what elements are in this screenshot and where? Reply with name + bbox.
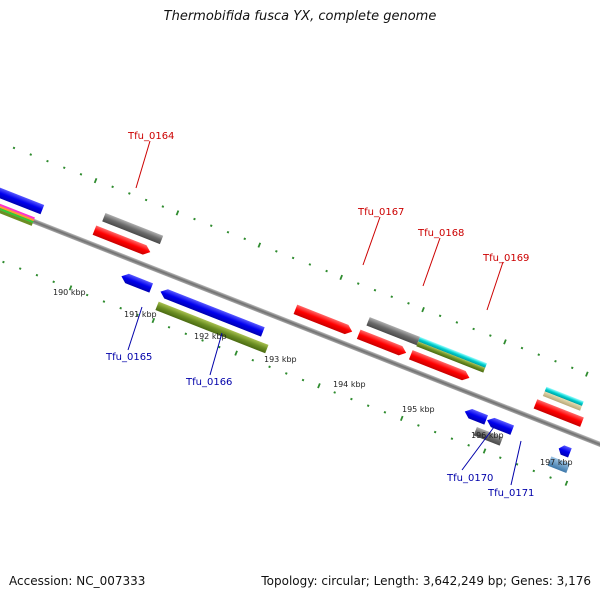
gene-edge-steel[interactable] bbox=[547, 456, 570, 473]
kbp-label-192: 192 kbp bbox=[194, 332, 227, 341]
gene-label-tfu-0166[interactable]: Tfu_0166 bbox=[185, 377, 232, 388]
gene-tfu-0167[interactable] bbox=[293, 304, 354, 337]
gene-tfu-0165[interactable] bbox=[120, 272, 154, 293]
gene-left-stripe-3 bbox=[0, 200, 34, 224]
kbp-label-193: 193 kbp bbox=[264, 355, 297, 364]
gene-label-tfu-0164[interactable]: Tfu_0164 bbox=[127, 131, 174, 142]
kbp-label-194: 194 kbp bbox=[333, 380, 366, 389]
gene-tfu-0171[interactable] bbox=[485, 416, 515, 435]
gene-label-tfu-0168[interactable]: Tfu_0168 bbox=[417, 228, 464, 239]
gene-label-tfu-0167[interactable]: Tfu_0167 bbox=[357, 207, 404, 218]
genome-backbone bbox=[0, 198, 600, 460]
genome-summary-text: Topology: circular; Length: 3,642,249 bp… bbox=[261, 574, 591, 588]
label-leaders bbox=[127, 140, 522, 486]
gene-tfu-0164-gray[interactable] bbox=[102, 213, 164, 245]
gene-label-tfu-0170[interactable]: Tfu_0170 bbox=[446, 473, 493, 484]
gene-label-tfu-0171[interactable]: Tfu_0171 bbox=[487, 488, 534, 499]
gene-tfu-0169[interactable] bbox=[408, 350, 471, 382]
inner-tick-ring bbox=[2, 260, 569, 486]
gene-tfu-0168[interactable] bbox=[356, 329, 408, 358]
kbp-label-197: 197 kbp bbox=[540, 458, 573, 467]
kbp-label-191: 191 kbp bbox=[124, 310, 157, 319]
gene-left-stripe-1 bbox=[0, 196, 35, 220]
gene-label-tfu-0169[interactable]: Tfu_0169 bbox=[482, 253, 529, 264]
gene-edge-red[interactable] bbox=[533, 399, 584, 427]
kbp-label-190: 190 kbp bbox=[53, 288, 86, 297]
outer-tick-ring bbox=[12, 146, 589, 377]
accession-text: Accession: NC_007333 bbox=[9, 574, 146, 588]
gene-tfu-0169-cyan[interactable] bbox=[418, 336, 487, 368]
gene-tfu-0169-olive[interactable] bbox=[416, 341, 486, 373]
gene-tfu-0166[interactable] bbox=[159, 287, 265, 337]
gene-tfu-0167-gray[interactable] bbox=[366, 317, 420, 346]
gene-left-stripe-2 bbox=[0, 198, 35, 222]
gene-label-tfu-0165[interactable]: Tfu_0165 bbox=[105, 352, 152, 363]
map-title: Thermobifida fusca YX, complete genome bbox=[163, 9, 437, 24]
gene-tfu-0170[interactable] bbox=[463, 407, 488, 425]
gene-edge-cyan[interactable] bbox=[544, 386, 584, 407]
gene-tfu-0170-gray[interactable] bbox=[473, 427, 503, 446]
gene-tfu-0166-olive[interactable] bbox=[155, 301, 269, 354]
gene-edge-blue[interactable] bbox=[557, 444, 572, 458]
gene-edge-tan[interactable] bbox=[542, 391, 582, 411]
gene-left-stripe-4 bbox=[0, 202, 33, 226]
gene-left-blue[interactable] bbox=[0, 182, 45, 215]
gene-tfu-0164[interactable] bbox=[92, 225, 152, 257]
kbp-label-195: 195 kbp bbox=[402, 405, 435, 414]
